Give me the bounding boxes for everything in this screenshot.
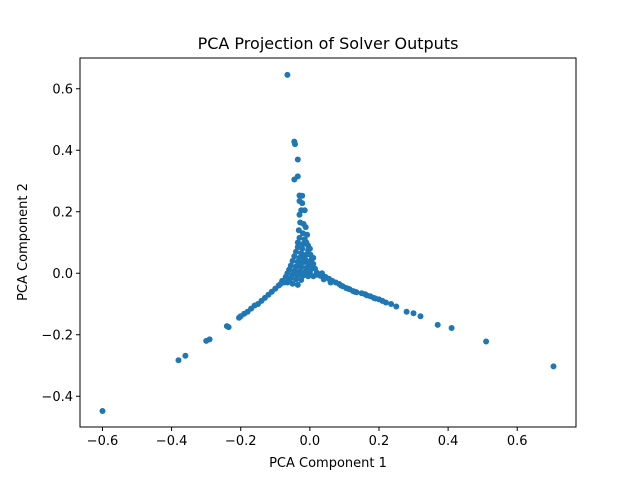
data-point <box>289 280 296 287</box>
x-tick-label: 0.0 <box>300 434 321 449</box>
y-axis-ticks: −0.4 −0.2 0.0 0.2 0.4 0.6 <box>41 82 80 405</box>
data-point <box>294 156 301 163</box>
x-tick-label: 0.2 <box>369 434 390 449</box>
x-axis-ticks: −0.6 −0.4 −0.2 0.0 0.2 0.4 0.6 <box>87 427 528 449</box>
data-point <box>302 224 309 231</box>
x-axis-label: PCA Component 1 <box>269 456 387 471</box>
plot-frame <box>79 57 577 428</box>
data-point <box>327 279 334 286</box>
points-layer <box>99 71 557 414</box>
data-point <box>310 254 317 261</box>
data-point <box>299 192 306 199</box>
data-point <box>417 313 424 320</box>
data-point <box>203 337 210 344</box>
data-point <box>483 338 490 345</box>
data-point <box>175 357 182 364</box>
data-point <box>306 264 313 271</box>
data-point <box>296 261 303 267</box>
data-point <box>277 281 284 287</box>
data-point <box>284 71 291 78</box>
x-tick-label: 0.6 <box>507 434 528 449</box>
data-point <box>351 288 358 295</box>
data-point <box>434 321 441 328</box>
data-point <box>293 248 299 255</box>
data-point <box>550 363 557 370</box>
data-point <box>296 234 303 241</box>
data-point <box>372 295 379 302</box>
data-point <box>362 291 369 298</box>
y-tick-label: 0.2 <box>52 205 73 220</box>
data-point <box>294 281 301 288</box>
x-tick-label: 0.4 <box>438 434 459 449</box>
x-tick-label: −0.6 <box>87 434 119 449</box>
data-point <box>448 325 455 331</box>
y-axis-label: PCA Component 2 <box>16 183 31 301</box>
data-point <box>303 239 310 246</box>
data-point <box>313 271 320 278</box>
data-point <box>236 314 242 321</box>
data-point <box>393 303 400 310</box>
y-tick-label: −0.2 <box>41 328 73 343</box>
data-point <box>286 276 293 283</box>
y-tick-label: 0.4 <box>52 144 73 159</box>
data-point <box>303 257 310 264</box>
data-point <box>306 245 313 252</box>
data-point <box>379 297 386 304</box>
y-tick-label: −0.4 <box>41 390 73 405</box>
data-point <box>295 227 302 234</box>
data-point <box>182 352 189 359</box>
y-tick-label: 0.6 <box>52 82 73 97</box>
data-point <box>293 276 299 283</box>
data-point <box>298 277 305 283</box>
y-tick-label: 0.0 <box>52 267 73 282</box>
x-tick-label: −0.4 <box>156 434 188 449</box>
data-point <box>294 173 301 180</box>
data-point <box>305 273 312 280</box>
data-point <box>410 310 417 317</box>
data-point <box>301 207 308 214</box>
data-point <box>344 285 351 292</box>
data-point <box>388 301 395 307</box>
data-point <box>291 253 298 260</box>
data-point <box>289 257 296 264</box>
chart-title: PCA Projection of Solver Outputs <box>198 34 459 53</box>
data-point <box>298 242 305 249</box>
data-point <box>304 231 311 238</box>
x-tick-label: −0.2 <box>225 434 257 449</box>
data-point <box>292 141 298 148</box>
data-point <box>320 276 327 283</box>
data-point <box>338 282 344 289</box>
data-point <box>296 211 303 218</box>
data-point <box>299 200 306 207</box>
data-point <box>403 308 410 315</box>
data-point <box>99 408 106 414</box>
data-point <box>223 323 230 330</box>
data-point <box>299 251 306 258</box>
